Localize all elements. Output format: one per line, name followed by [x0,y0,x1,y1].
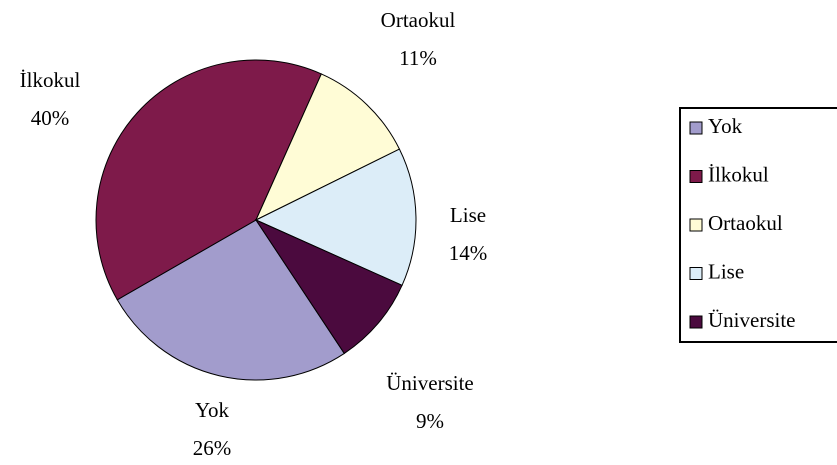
legend-swatch [689,267,703,280]
slice-label: Üniversite [386,371,473,395]
slice-label: Ortaokul [381,8,456,32]
slice-value: 9% [416,409,444,433]
slice-label: Yok [195,398,230,422]
legend-swatch [689,121,703,135]
slice-value: 26% [193,436,232,460]
legend-swatch [689,218,703,232]
legend-label: Üniversite [708,308,795,332]
legend-label: İlkokul [708,162,769,186]
slice-value: 40% [31,106,70,130]
slice-label: Lise [450,203,486,227]
pie-slice [254,148,417,286]
slice-label: İlkokul [20,68,81,92]
legend-box [679,107,837,343]
legend-swatch [689,315,703,329]
pie-slice [254,73,401,222]
slice-value: 14% [449,241,488,265]
slice-value: 11% [399,46,437,70]
legend-label: Yok [708,114,743,138]
legend-label: Lise [708,259,744,283]
legend-label: Ortaokul [708,211,783,235]
legend-swatch [689,170,703,183]
pie-slice [116,219,346,381]
pie-slice [254,218,403,355]
pie-slice [95,59,322,301]
